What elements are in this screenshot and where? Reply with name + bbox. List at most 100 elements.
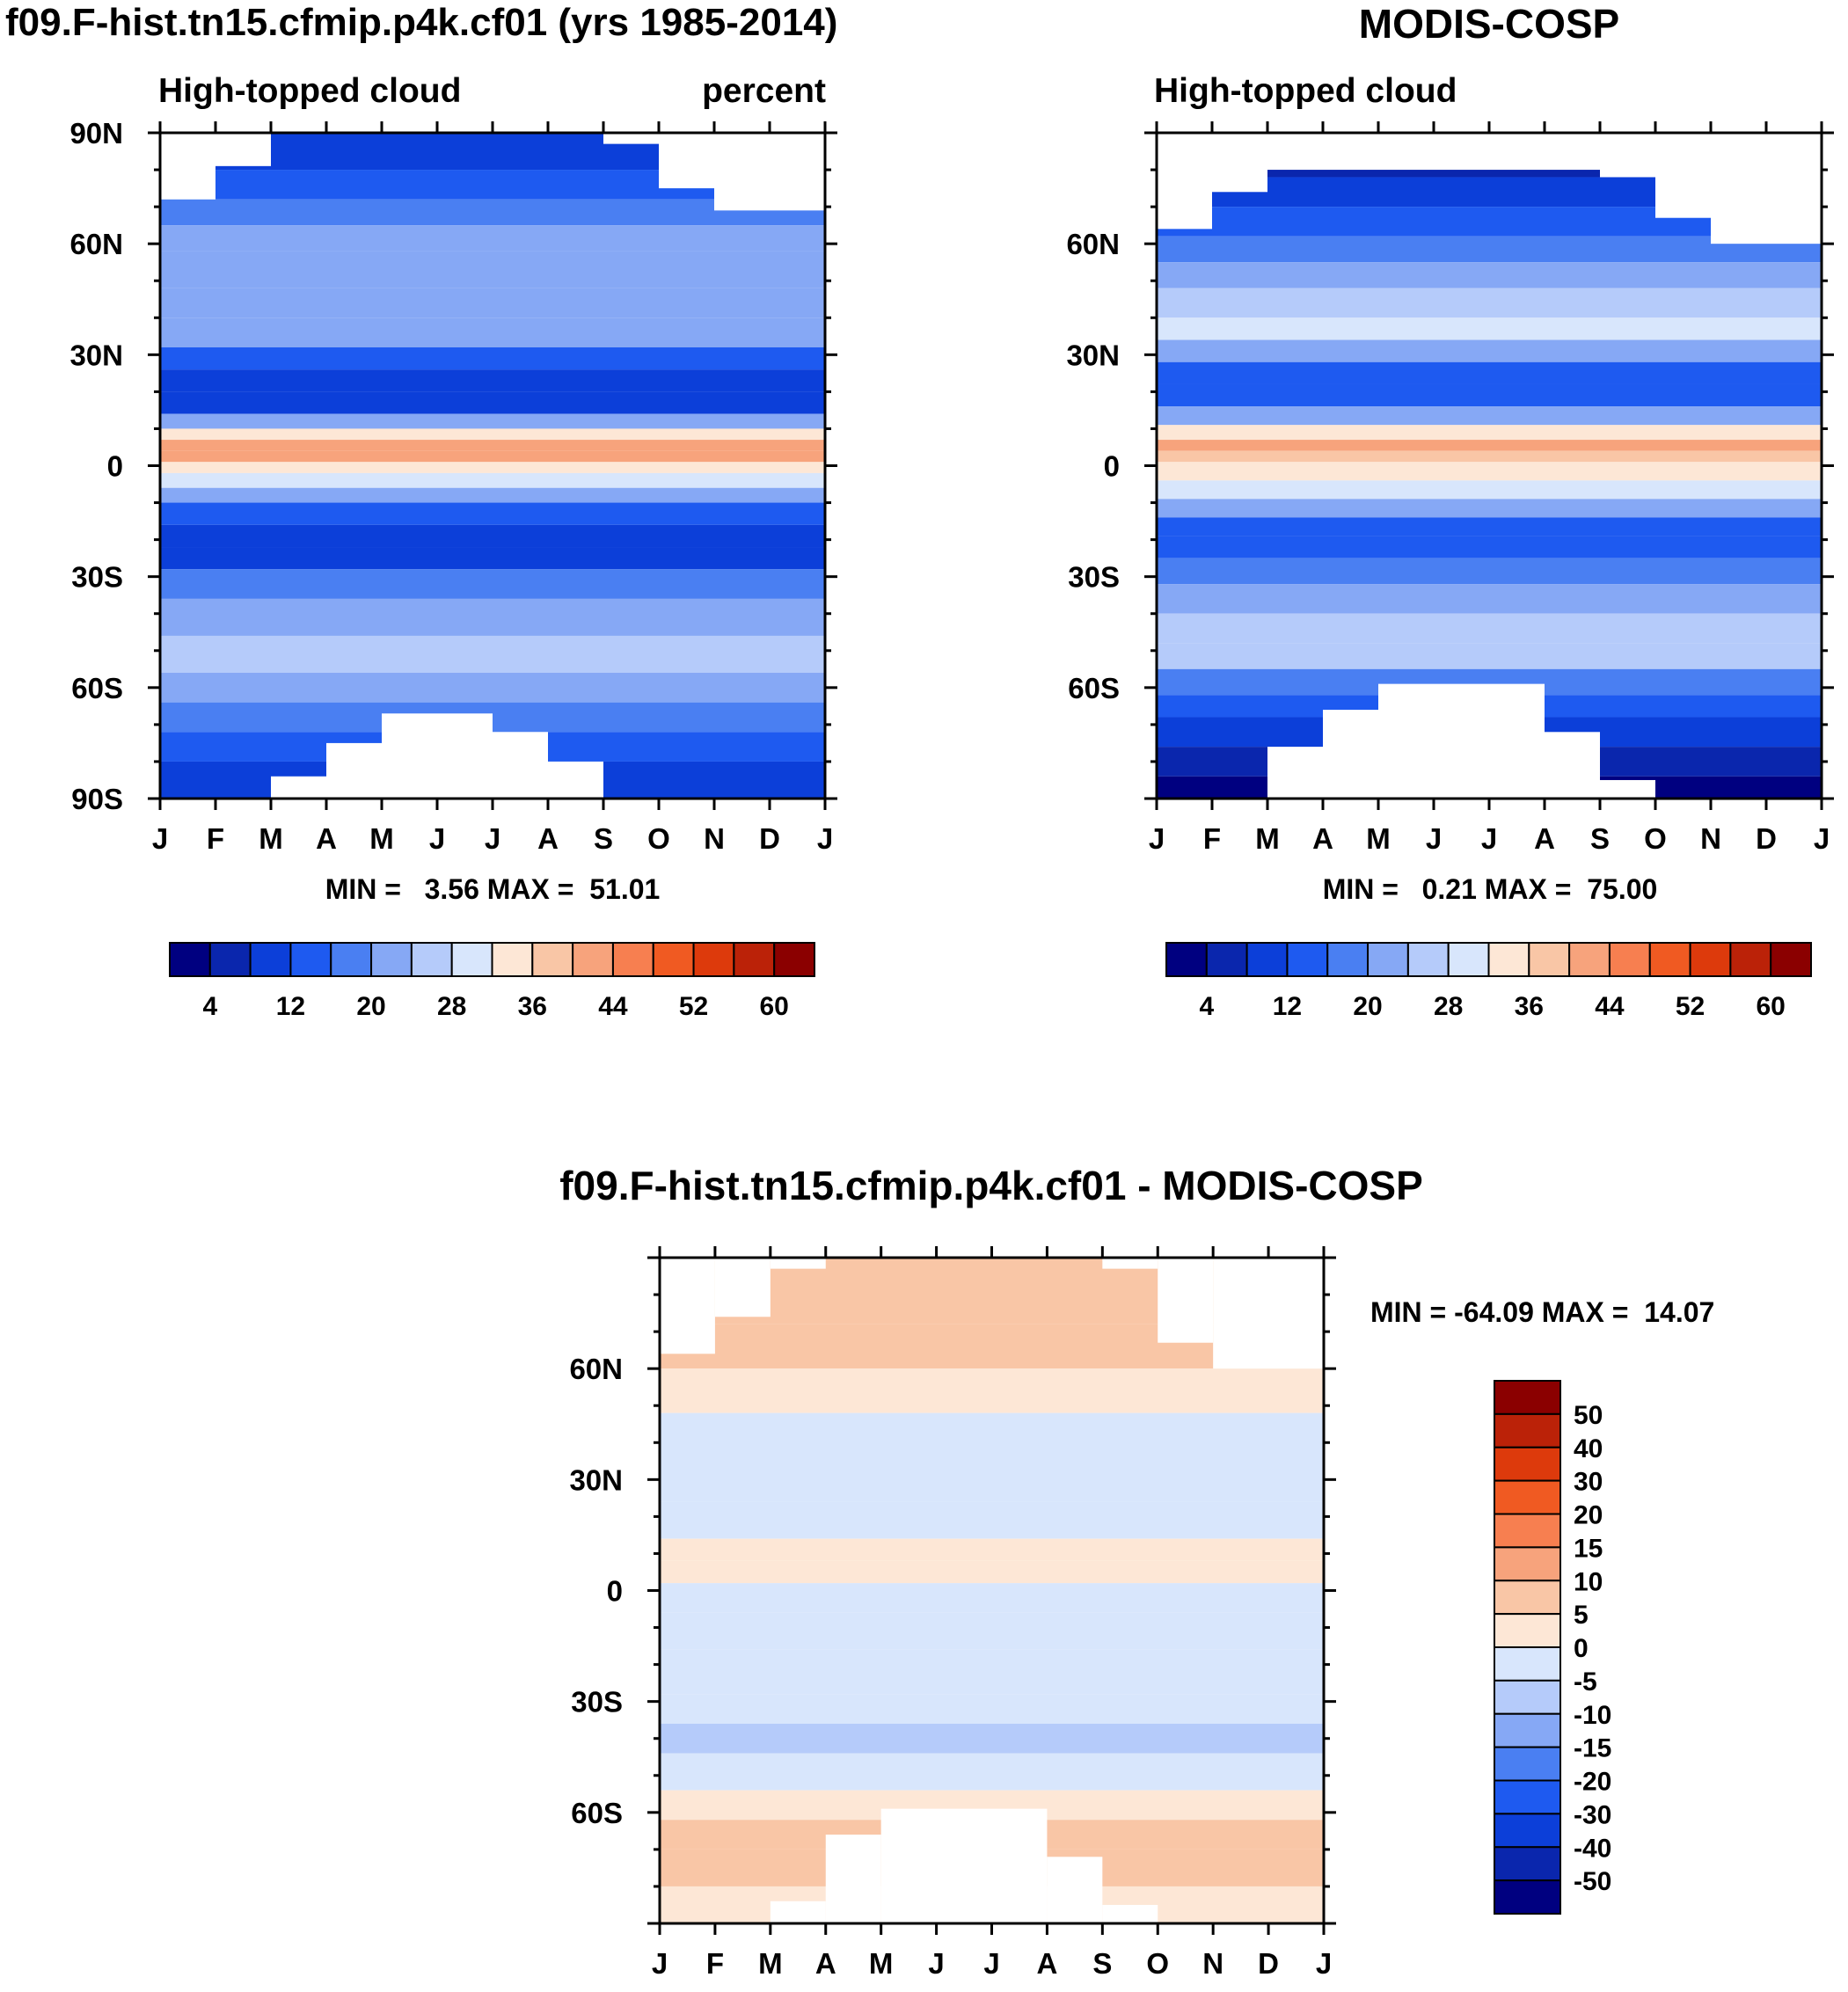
model-missing-region bbox=[215, 133, 271, 166]
diff-x-tick-label: J bbox=[983, 1947, 999, 1980]
model-missing-region bbox=[382, 713, 493, 799]
obs-x-tick-label: J bbox=[1481, 822, 1497, 855]
model-colorbar-box bbox=[733, 942, 776, 977]
obs-colorbar-box bbox=[1205, 942, 1248, 977]
obs-x-tick-label: J bbox=[1426, 822, 1442, 855]
model-contour-band bbox=[160, 391, 825, 414]
model-missing-region bbox=[326, 742, 382, 799]
model-missing-region bbox=[493, 732, 548, 799]
obs-x-tick-label: A bbox=[1534, 822, 1555, 855]
model-x-tick-label: F bbox=[207, 822, 224, 855]
model-colorbar-box bbox=[410, 942, 453, 977]
model-colorbar-box bbox=[491, 942, 534, 977]
obs-colorbar-box bbox=[1286, 942, 1329, 977]
model-colorbar-label: 60 bbox=[760, 992, 789, 1021]
diff-colorbar-label: 30 bbox=[1574, 1468, 1603, 1497]
diff-colorbar-box bbox=[1494, 1546, 1561, 1582]
obs-missing-region bbox=[1711, 133, 1822, 244]
diff-y-tick-label: 30N bbox=[569, 1463, 623, 1496]
diff-colorbar-box bbox=[1494, 1380, 1561, 1415]
model-y-tick-label: 0 bbox=[107, 450, 123, 483]
obs-contour-band bbox=[1157, 425, 1822, 441]
diff-x-tick-label: S bbox=[1092, 1947, 1112, 1980]
diff-colorbar-box bbox=[1494, 1446, 1561, 1482]
model-colorbar-box bbox=[330, 942, 373, 977]
diff-stats: MIN = -64.09 MAX = 14.07 bbox=[1370, 1296, 1714, 1328]
diff-colorbar-label: 50 bbox=[1574, 1401, 1603, 1430]
model-colorbar-box bbox=[370, 942, 413, 977]
diff-colorbar-label: 0 bbox=[1574, 1634, 1589, 1663]
model-x-tick-label: M bbox=[369, 822, 394, 855]
model-x-tick-label: D bbox=[759, 822, 780, 855]
diff-missing-region bbox=[1102, 1904, 1158, 1923]
model-colorbar-label: 44 bbox=[598, 992, 628, 1021]
obs-contour-band bbox=[1157, 480, 1822, 500]
model-colorbar-box bbox=[572, 942, 614, 977]
diff-x-tick-label: O bbox=[1146, 1947, 1169, 1980]
obs-contour-band bbox=[1157, 558, 1822, 585]
model-colorbar-label: 36 bbox=[518, 992, 547, 1021]
diff-colorbar-label: -30 bbox=[1574, 1800, 1611, 1829]
model-colorbar-box bbox=[208, 942, 252, 977]
diff-contour-band bbox=[660, 1649, 1324, 1695]
obs-colorbar-label: 4 bbox=[1199, 992, 1214, 1021]
diff-missing-region bbox=[825, 1835, 881, 1923]
model-contour-band bbox=[160, 369, 825, 392]
model-y-tick-label: 90N bbox=[69, 117, 123, 150]
diff-colorbar-label: -40 bbox=[1574, 1834, 1611, 1863]
diff-colorbar-label: 5 bbox=[1574, 1601, 1589, 1630]
obs-colorbar-label: 28 bbox=[1434, 992, 1463, 1021]
obs-colorbar-box bbox=[1406, 942, 1450, 977]
model-colorbar-box bbox=[169, 942, 211, 977]
obs-contour-band bbox=[1157, 361, 1822, 384]
model-y-tick-label: 60S bbox=[71, 672, 123, 704]
diff-colorbar-label: -20 bbox=[1574, 1768, 1611, 1797]
model-x-tick-label: J bbox=[429, 822, 445, 855]
obs-colorbar-box bbox=[1528, 942, 1571, 977]
obs-x-tick-label: A bbox=[1312, 822, 1333, 855]
model-contour-band bbox=[160, 462, 825, 473]
diff-colorbar-box bbox=[1494, 1646, 1561, 1682]
obs-colorbar-box bbox=[1689, 942, 1732, 977]
diff-x-tick-label: A bbox=[815, 1947, 836, 1980]
diff-colorbar-box bbox=[1494, 1580, 1561, 1616]
diff-y-tick-label: 30S bbox=[571, 1686, 623, 1718]
model-subtitle-right: percent bbox=[702, 72, 826, 110]
diff-contour-band bbox=[660, 1612, 1324, 1650]
obs-colorbar-label: 44 bbox=[1595, 992, 1625, 1021]
diff-x-tick-label: J bbox=[652, 1947, 668, 1980]
model-colorbar-box bbox=[652, 942, 695, 977]
diff-colorbar-box bbox=[1494, 1613, 1561, 1648]
model-contour-band bbox=[160, 524, 825, 548]
model-colorbar-label: 12 bbox=[276, 992, 305, 1021]
obs-contour-band bbox=[1157, 462, 1822, 481]
model-contour-band bbox=[160, 288, 825, 318]
obs-x-tick-label: J bbox=[1149, 822, 1165, 855]
obs-missing-region bbox=[1655, 133, 1711, 218]
model-x-tick-label: N bbox=[704, 822, 725, 855]
diff-colorbar-box bbox=[1494, 1513, 1561, 1549]
diff-colorbar-box bbox=[1494, 1779, 1561, 1815]
obs-contour-band bbox=[1157, 262, 1822, 288]
model-x-tick-label: O bbox=[647, 822, 670, 855]
model-missing-region bbox=[714, 133, 825, 211]
obs-colorbar-box bbox=[1165, 942, 1208, 977]
obs-x-tick-label: N bbox=[1700, 822, 1721, 855]
obs-x-tick-label: M bbox=[1366, 822, 1391, 855]
model-colorbar-label: 28 bbox=[437, 992, 466, 1021]
model-contour-band bbox=[160, 673, 825, 703]
model-colorbar-box bbox=[692, 942, 735, 977]
obs-missing-region bbox=[1157, 133, 1212, 230]
obs-y-tick-label: 60N bbox=[1066, 228, 1120, 260]
obs-x-tick-label: M bbox=[1255, 822, 1280, 855]
obs-colorbar-box bbox=[1326, 942, 1370, 977]
model-y-tick-label: 30S bbox=[71, 561, 123, 594]
diff-missing-region bbox=[714, 1258, 771, 1317]
obs-colorbar-box bbox=[1447, 942, 1490, 977]
diff-contour-band bbox=[660, 1560, 1324, 1584]
model-missing-region bbox=[548, 761, 603, 799]
obs-contour-band bbox=[1157, 450, 1822, 463]
